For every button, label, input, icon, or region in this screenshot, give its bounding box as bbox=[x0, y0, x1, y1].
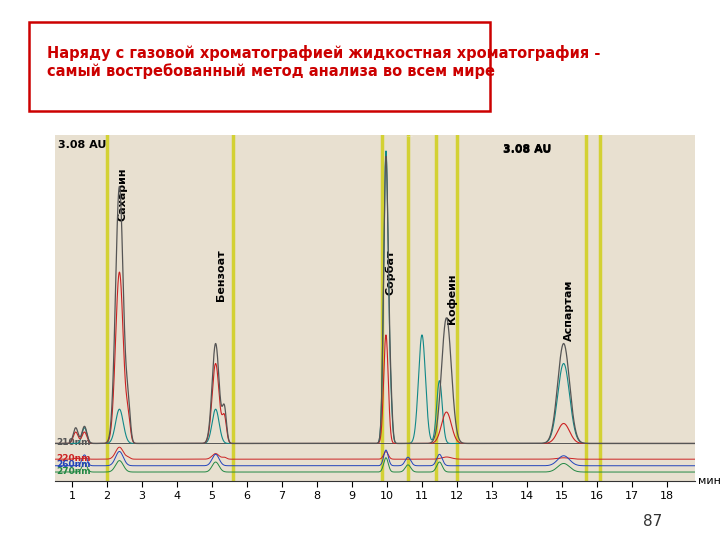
FancyBboxPatch shape bbox=[29, 22, 490, 111]
Text: 260nm: 260nm bbox=[56, 461, 91, 469]
Text: 210nm: 210nm bbox=[56, 438, 91, 447]
Text: 87: 87 bbox=[643, 514, 662, 529]
Text: Сахарин: Сахарин bbox=[118, 167, 128, 221]
Text: мин: мин bbox=[698, 476, 720, 485]
Text: 3.08 AU: 3.08 AU bbox=[407, 136, 413, 137]
Text: 3.08 AU: 3.08 AU bbox=[503, 144, 551, 154]
Text: Аспартам: Аспартам bbox=[564, 279, 574, 341]
Text: Бензоат: Бензоат bbox=[216, 249, 226, 301]
Text: 270nm: 270nm bbox=[56, 467, 91, 476]
Text: Кофеин: Кофеин bbox=[446, 273, 456, 323]
Text: 3.08 AU: 3.08 AU bbox=[503, 145, 551, 156]
Text: Наряду с газовой хроматографией жидкостная хроматография -
самый востребованный : Наряду с газовой хроматографией жидкостн… bbox=[48, 45, 600, 79]
Text: 220nm: 220nm bbox=[56, 454, 91, 463]
Text: 3.08 AU: 3.08 AU bbox=[58, 140, 107, 150]
Text: Сорбат: Сорбат bbox=[385, 249, 396, 295]
